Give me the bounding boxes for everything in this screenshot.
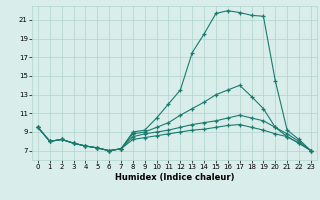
X-axis label: Humidex (Indice chaleur): Humidex (Indice chaleur)	[115, 173, 234, 182]
